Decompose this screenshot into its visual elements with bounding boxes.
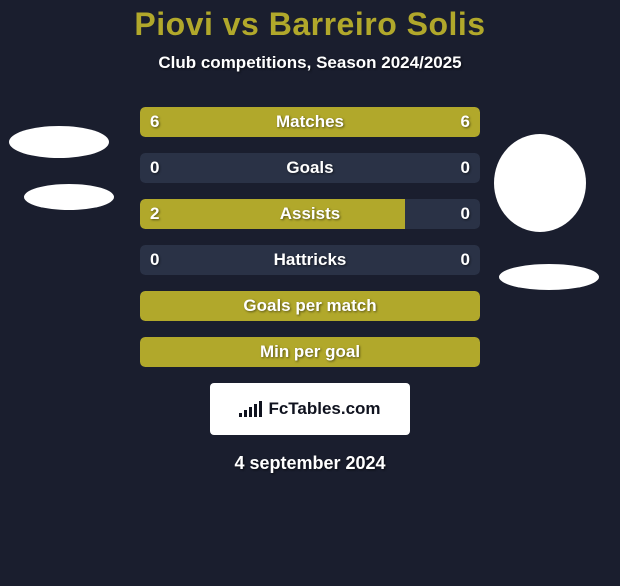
left-avatar-main — [9, 126, 109, 158]
stat-value-right: 0 — [461, 199, 470, 229]
stat-value-left: 0 — [150, 153, 159, 183]
date-text: 4 september 2024 — [0, 453, 620, 474]
stat-value-left: 2 — [150, 199, 159, 229]
stat-row: Hattricks0 0 — [140, 245, 480, 275]
stat-label: Hattricks — [140, 245, 480, 275]
stat-label: Min per goal — [140, 337, 480, 367]
site-logo: FcTables.com — [210, 383, 410, 435]
stat-label: Assists — [140, 199, 480, 229]
right-avatar-main — [494, 134, 586, 232]
stat-label: Matches — [140, 107, 480, 137]
logo-bars-icon — [239, 401, 262, 417]
left-avatar-sub — [24, 184, 114, 210]
stat-value-right: 0 — [461, 153, 470, 183]
logo-bar — [244, 410, 247, 417]
stat-value-left: 0 — [150, 245, 159, 275]
stats-container: Matches66Goals00Assists20Hattricks00Goal… — [140, 107, 480, 367]
stat-value-right: 0 — [461, 245, 470, 275]
stat-label: Goals per match — [140, 291, 480, 321]
logo-bar — [249, 407, 252, 417]
stat-row: Min per goal — [140, 337, 480, 367]
right-avatar-sub — [499, 264, 599, 290]
logo-bar — [259, 401, 262, 417]
subtitle: Club competitions, Season 2024/2025 — [0, 53, 620, 73]
logo-bar — [254, 404, 257, 417]
stat-label: Goals — [140, 153, 480, 183]
logo-bar — [239, 413, 242, 417]
stat-row: Matches6 6 — [140, 107, 480, 137]
stat-row: Goals per match — [140, 291, 480, 321]
logo-text: FcTables.com — [268, 399, 380, 419]
stat-row: Goals0 0 — [140, 153, 480, 183]
page-title: Piovi vs Barreiro Solis — [0, 6, 620, 43]
stat-value-right: 6 — [461, 107, 470, 137]
stat-value-left: 6 — [150, 107, 159, 137]
stat-row: Assists2 0 — [140, 199, 480, 229]
